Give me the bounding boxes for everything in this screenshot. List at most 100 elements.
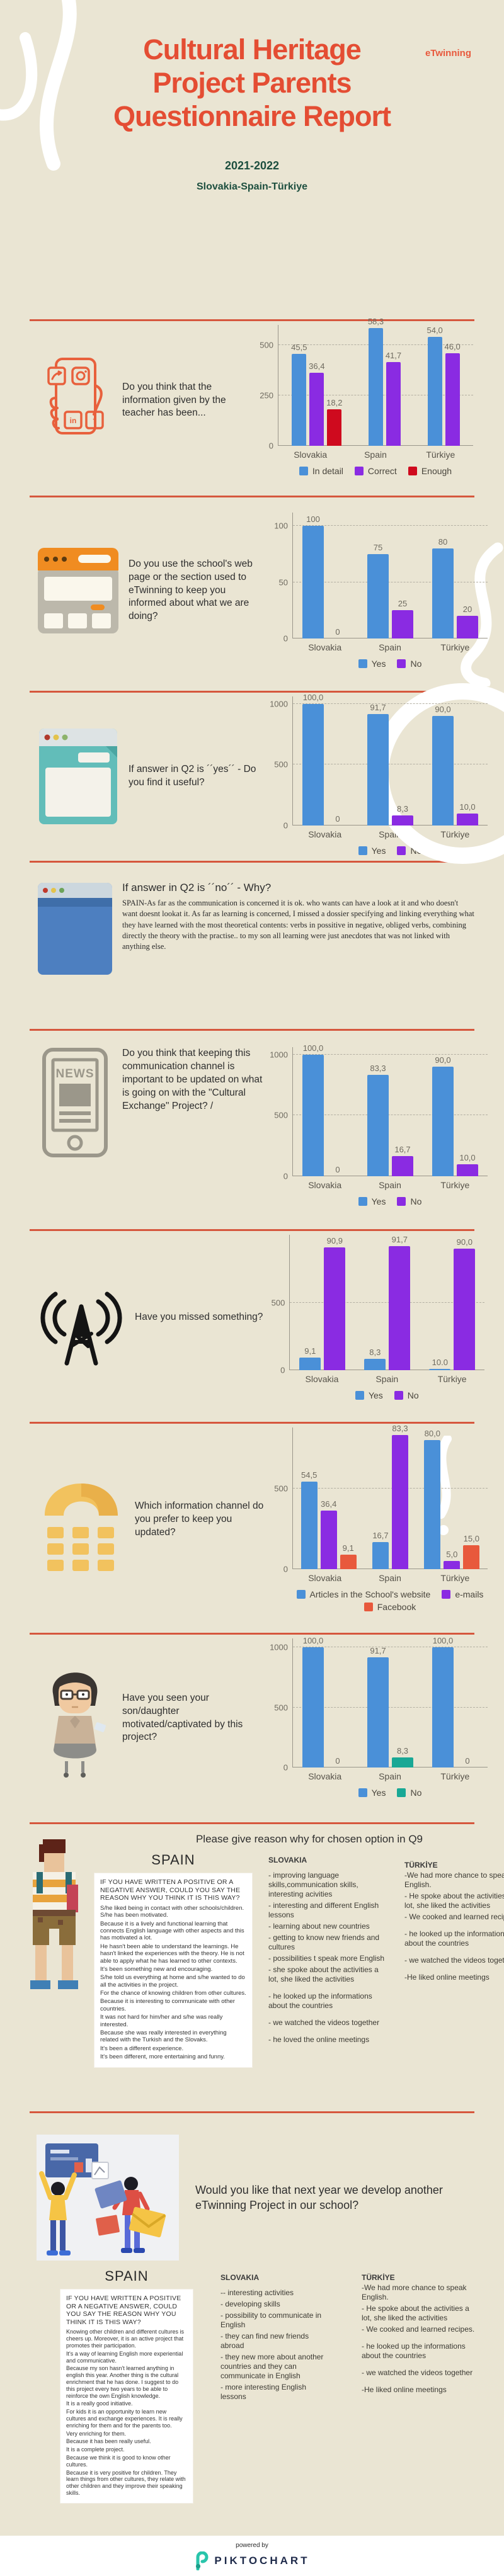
legend-entry: Articles in the School's website — [296, 1589, 430, 1599]
paragraph: IF YOU HAVE WRITTEN A POSITIVE OR A NEGA… — [100, 1878, 241, 1902]
bar-groups: 100,0 0 91,7 8,3 100,0 0 — [293, 1636, 488, 1767]
bar-slot: 8,3 — [392, 696, 413, 826]
bar-value-label: 80,0 — [424, 1429, 440, 1439]
bar — [392, 815, 413, 826]
bar-group: 54,5 36,4 9,1 — [301, 1427, 357, 1569]
section-q10: Would you like that next year we develop… — [0, 2111, 504, 2536]
chart-legend: Yes No — [292, 659, 488, 669]
paragraph: For the chance of knowing children from … — [100, 1990, 246, 1997]
bar-value-label: 0 — [335, 814, 340, 824]
paragraph: Very enriching for them. — [66, 2430, 127, 2437]
gridline — [293, 703, 488, 704]
list-item: - learning about new countries — [268, 1922, 370, 1931]
blue-browser-icon — [38, 883, 112, 975]
bar — [424, 1440, 441, 1569]
bar — [301, 1481, 318, 1569]
legend-entry: No — [394, 1390, 419, 1400]
gridline — [293, 1488, 488, 1489]
axis-tick-label: 0 — [283, 820, 288, 831]
list-item: - he loved the online meetings — [268, 2035, 370, 2044]
report-header: eTwinning Cultural Heritage Project Pare… — [0, 33, 504, 319]
axis-tick-label: 500 — [274, 1703, 288, 1713]
bar — [324, 1247, 346, 1370]
bar — [367, 1657, 389, 1767]
bar-value-label: 10.0 — [432, 1357, 448, 1367]
legend-swatch — [296, 1590, 306, 1599]
list-item: - We cooked and learned recipes. — [362, 2325, 475, 2334]
bar-groups: 45,5 36,4 18,2 58,3 41,7 54,0 46,0 — [278, 317, 473, 446]
legend-swatch — [397, 846, 406, 855]
bar-value-label: 8,3 — [369, 1348, 381, 1358]
question-q4-answer: SPAIN-As far as the communication is con… — [122, 899, 474, 951]
bar-value-label: 91,7 — [391, 1234, 408, 1244]
divider — [30, 1029, 474, 1031]
bar-slot: 10,0 — [457, 696, 478, 826]
bar-value-label: 100,0 — [302, 1043, 324, 1053]
axis-tick-label: 0 — [280, 1365, 285, 1375]
paragraph: IF YOU HAVE WRITTEN A POSITIVE OR A NEGA… — [66, 2295, 181, 2326]
list-item: -He liked online meetings — [404, 1973, 490, 1982]
chart-plot-area: 100 50 0 100 0 75 25 80 20 — [274, 513, 488, 644]
bar-value-label: 90,0 — [456, 1237, 472, 1247]
legend-swatch — [358, 846, 367, 855]
chart-legend: Articles in the School's website e-mails F… — [292, 1589, 488, 1612]
legend-swatch — [354, 467, 364, 475]
legend-entry: Correct — [354, 466, 397, 476]
paragraph: It's been something new and encouraging. — [100, 1965, 213, 1973]
divider — [30, 2111, 474, 2113]
bar-slot: 100,0 — [302, 1636, 324, 1767]
bar-value-label: 54,5 — [301, 1470, 318, 1480]
chart-q5: 1000 500 0 100,0 0 83,3 16,7 90,0 10,0 Slovakia Sp… — [266, 1043, 488, 1206]
divider — [30, 496, 474, 497]
paragraph: Because it is very positive for children… — [66, 2469, 186, 2496]
question-q1: Do you think that the information given … — [122, 381, 226, 419]
pixel-student-illustration — [30, 1839, 78, 1989]
question-q8: Have you seen your son/daughter motivate… — [122, 1692, 243, 1743]
legend-entry: Enough — [408, 466, 452, 476]
bar-value-label: 91,7 — [370, 1646, 386, 1656]
legend-swatch — [299, 467, 308, 475]
question-q4-title: If answer in Q2 is ´´no´´ - Why? — [122, 882, 272, 894]
bar-slot: 9,1 — [340, 1427, 357, 1569]
chart-q1: 500 250 0 45,5 36,4 18,2 58,3 41,7 54,0 46,0 Slova… — [251, 317, 473, 476]
bar-value-label: 91,7 — [370, 702, 386, 712]
bar — [364, 1359, 386, 1370]
category-label: Spain — [379, 1573, 401, 1583]
bar-group: 83,3 16,7 — [367, 1047, 413, 1176]
gridline — [293, 1706, 488, 1708]
bar — [367, 554, 389, 638]
bar-group: 10.0 90,0 — [429, 1235, 476, 1370]
question-q6: Have you missed something? — [135, 1312, 263, 1323]
legend-entry: e-mails — [442, 1589, 483, 1599]
bar-groups: 100,0 0 91,7 8,3 90,0 10,0 — [293, 693, 488, 826]
category-axis: Slovakia Spain Türkiye — [292, 1573, 488, 1583]
category-label: Spain — [379, 642, 401, 652]
paragraph: S/he told us everything at home and s/he… — [100, 1974, 245, 1989]
axis-tick-label: 50 — [278, 577, 288, 587]
bar-slot: 90,9 — [324, 1235, 346, 1370]
q10-slovakia-answers: -- interesting activities - developing sk… — [220, 2288, 334, 2402]
bar — [392, 610, 413, 638]
paragraph: Because we think it is good to know othe… — [66, 2454, 171, 2468]
bar-value-label: 9,1 — [342, 1543, 354, 1553]
bar — [432, 548, 454, 638]
bar-value-label: 9,1 — [304, 1346, 316, 1356]
bar-slot: 10,0 — [457, 1047, 478, 1176]
paragraph: It is a really good initiative. — [66, 2400, 133, 2407]
broadcast-antenna-icon — [40, 1291, 122, 1365]
question-q10: Would you like that next year we develop… — [195, 2183, 443, 2211]
bar-slot: 54,0 — [427, 325, 443, 446]
legend-swatch — [394, 1391, 403, 1400]
bar-group: 90,0 10,0 — [432, 1047, 478, 1176]
bar — [299, 1358, 321, 1370]
paragraph: It's been different, more entertaining a… — [100, 2053, 225, 2061]
bar-group: 100,0 0 — [302, 693, 348, 826]
bar-slot: 10.0 — [429, 1235, 451, 1370]
bar-group: 100,0 0 — [302, 1043, 348, 1176]
question-q3: If answer in Q2 is ´´yes´´ - Do you find… — [129, 763, 256, 788]
countries-subtitle: Slovakia-Spain-Türkiye — [196, 181, 308, 193]
bar — [302, 1647, 324, 1767]
axis-tick-label: 0 — [268, 441, 273, 451]
category-label: Spain — [364, 450, 387, 460]
question-q2: Do you use the school's web page or the … — [129, 558, 253, 622]
